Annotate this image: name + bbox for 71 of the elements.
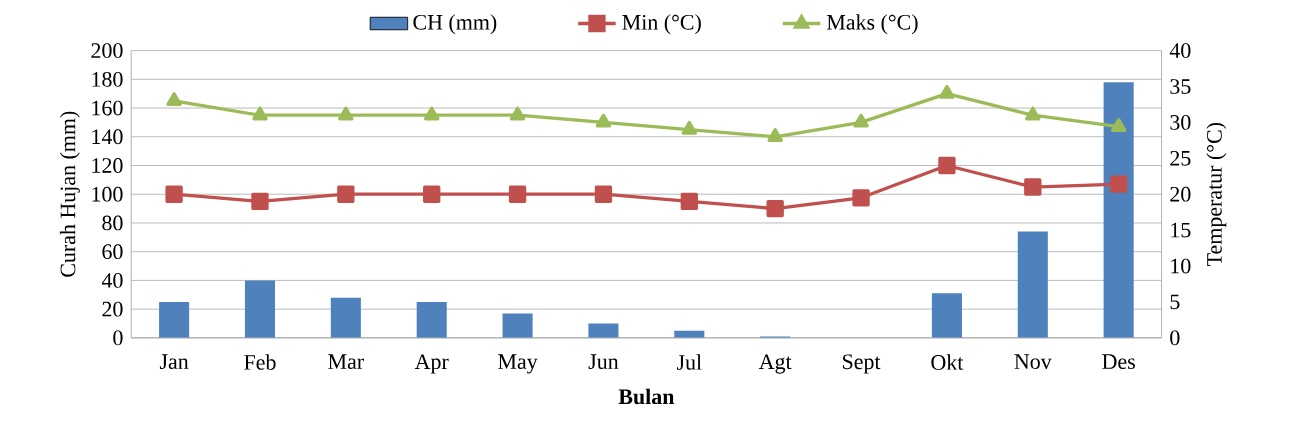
x-tick-label: Jan bbox=[159, 354, 189, 369]
point bbox=[594, 185, 613, 203]
y-tick-label: 180 bbox=[92, 71, 123, 87]
x-tick-label: Jul bbox=[676, 354, 702, 370]
x-tick-label: May bbox=[498, 354, 538, 374]
point bbox=[853, 113, 869, 128]
legend-label: Min (°C) bbox=[622, 14, 701, 34]
y-axis-title: Curah Hujan (mm) bbox=[59, 111, 80, 277]
x-tick-label: Feb bbox=[244, 354, 276, 370]
point bbox=[852, 189, 870, 207]
x-tick-label: Nov bbox=[1014, 354, 1052, 369]
bar bbox=[588, 323, 619, 338]
point bbox=[767, 127, 783, 142]
y2-tick-label: 15 bbox=[1171, 222, 1191, 238]
x-tick-label: Apr bbox=[414, 354, 449, 374]
point bbox=[1109, 175, 1128, 193]
point bbox=[252, 106, 268, 121]
y-tick-label: 160 bbox=[92, 100, 123, 116]
y-tick-label: 120 bbox=[92, 157, 123, 173]
point bbox=[766, 199, 784, 218]
y2-axis-title: Temperatur (°C) bbox=[1206, 122, 1227, 266]
bar bbox=[1103, 82, 1134, 338]
y-tick-label: 140 bbox=[92, 129, 123, 145]
point bbox=[166, 92, 182, 106]
y2-tick-label: 20 bbox=[1170, 186, 1191, 202]
point bbox=[938, 156, 956, 175]
y2-tick-label: 25 bbox=[1170, 150, 1191, 166]
x-tick-label: Mar bbox=[328, 354, 364, 369]
point bbox=[681, 120, 698, 135]
bar bbox=[931, 293, 962, 338]
point bbox=[337, 185, 355, 203]
y-tick-label: 100 bbox=[92, 186, 123, 202]
x-tick-label: Agt bbox=[758, 354, 792, 374]
point bbox=[1024, 178, 1042, 196]
bar bbox=[416, 301, 447, 338]
legend-label: CH (mm) bbox=[413, 14, 497, 34]
point bbox=[1025, 106, 1041, 121]
y-tick-label: 40 bbox=[101, 272, 123, 288]
x-tick-label: Des bbox=[1102, 354, 1135, 369]
x-tick-label: Jun bbox=[588, 354, 619, 369]
y-tick-label: 80 bbox=[102, 215, 123, 231]
y-tick-label: 60 bbox=[102, 244, 123, 259]
y2-tick-label: 5 bbox=[1170, 294, 1180, 310]
y2-tick-label: 30 bbox=[1170, 114, 1191, 130]
point bbox=[680, 192, 698, 210]
legend-label: Maks (°C) bbox=[826, 14, 918, 34]
x-tick-label: Okt bbox=[931, 354, 964, 370]
point bbox=[509, 106, 526, 121]
x-axis-title: Bulan bbox=[618, 388, 675, 405]
y-tick-label: 200 bbox=[91, 43, 123, 58]
x-tick-label: Sept bbox=[843, 354, 881, 374]
point bbox=[423, 185, 441, 203]
bar bbox=[330, 297, 361, 338]
point bbox=[338, 106, 354, 121]
y-tick-label: 0 bbox=[113, 330, 123, 346]
y2-tick-label: 35 bbox=[1170, 78, 1191, 94]
point bbox=[165, 185, 183, 203]
point bbox=[595, 113, 612, 128]
point bbox=[508, 185, 527, 203]
y2-tick-label: 10 bbox=[1171, 258, 1191, 274]
point bbox=[1110, 117, 1127, 132]
y2-tick-label: 0 bbox=[1170, 330, 1180, 346]
point bbox=[423, 106, 440, 121]
point bbox=[939, 84, 955, 99]
y2-tick-label: 40 bbox=[1169, 43, 1191, 58]
bar bbox=[502, 313, 533, 338]
bar bbox=[1017, 231, 1048, 338]
point bbox=[251, 192, 269, 210]
y-tick-label: 20 bbox=[102, 301, 123, 317]
bar bbox=[159, 301, 190, 338]
bar bbox=[244, 280, 275, 338]
